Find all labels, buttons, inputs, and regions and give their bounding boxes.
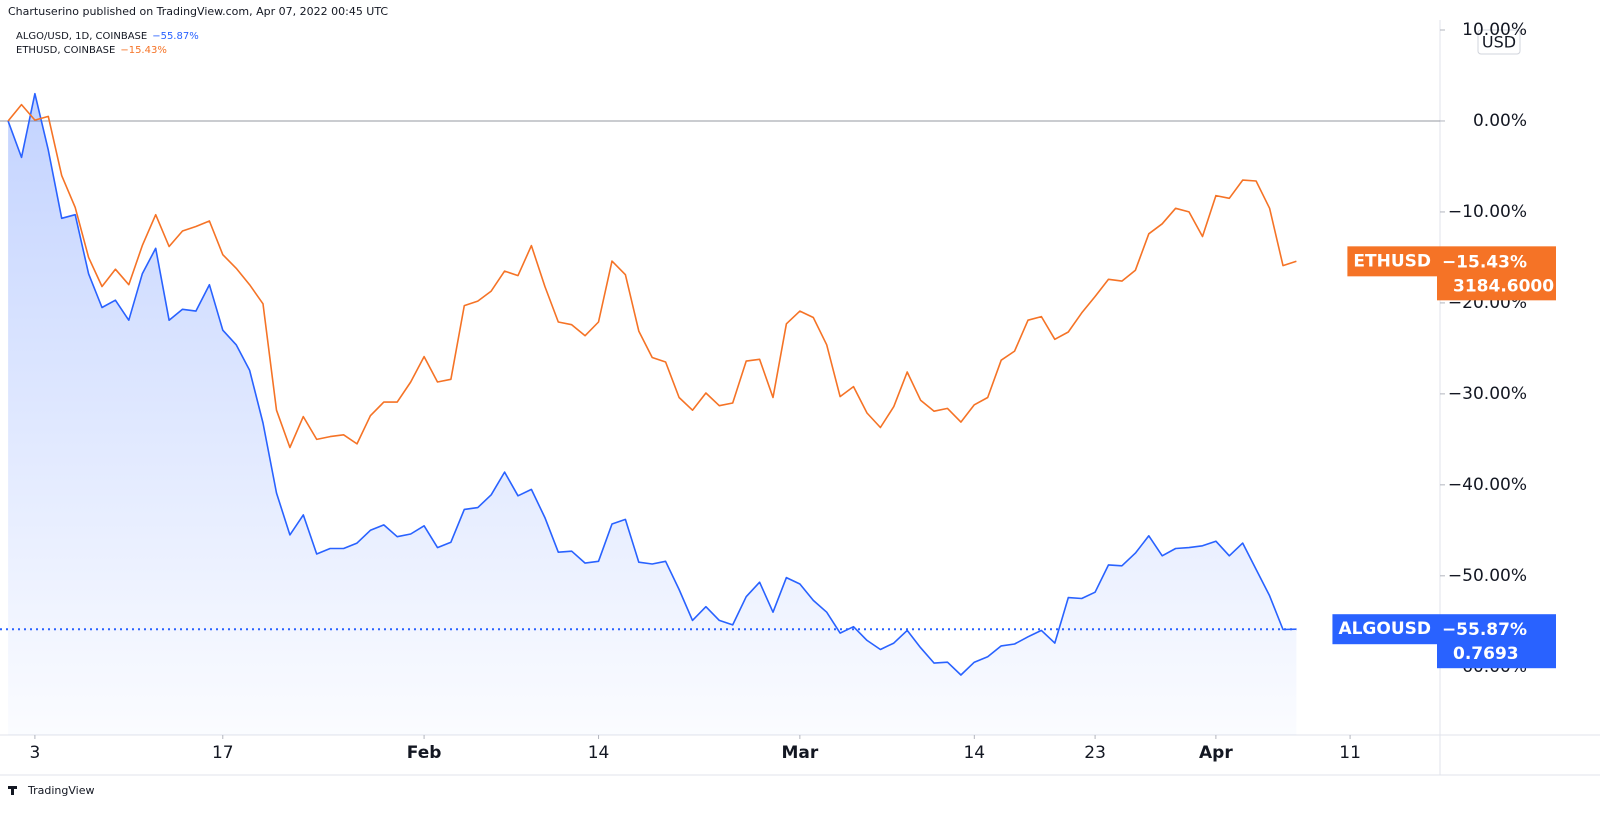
last-change: −15.43% — [1442, 252, 1527, 272]
x-tick-label: 14 — [963, 743, 985, 763]
series-badge: ETHUSD — [1353, 251, 1431, 271]
line — [7, 103, 1297, 449]
series-badge-box — [1347, 246, 1437, 277]
x-tick-label: 14 — [588, 743, 610, 763]
x-tick-label: Mar — [781, 743, 818, 763]
logo — [8, 786, 17, 795]
legend-change: −15.43% — [120, 45, 167, 56]
x-tick-label: Apr — [1199, 743, 1233, 763]
y-tick-label: −10.00% — [1448, 202, 1527, 222]
last-price: 3184.6000 — [1453, 276, 1554, 296]
x-tick-label: 3 — [29, 743, 40, 763]
area — [8, 93, 1297, 735]
y-tick-label: −30.00% — [1448, 384, 1527, 404]
y-tick-label: −40.00% — [1448, 475, 1527, 495]
series-badge: ALGOUSD — [1338, 619, 1431, 639]
last-value-box — [1437, 246, 1556, 301]
last-change: −55.87% — [1442, 620, 1527, 640]
currency: USD — [1482, 33, 1516, 52]
legend-change: −55.87% — [152, 31, 199, 42]
y-tick-label: 0.00% — [1473, 111, 1527, 131]
x-tick-label: 17 — [212, 743, 234, 763]
footer-brand: TradingView — [27, 784, 94, 797]
legend-name: ETHUSD, COINBASE — [16, 45, 115, 56]
legend-name: ALGO/USD, 1D, COINBASE — [16, 31, 147, 42]
currency-box — [1477, 29, 1521, 55]
line — [7, 92, 1297, 676]
y-tick-label: −50.00% — [1448, 566, 1527, 586]
last-value-box — [1437, 614, 1556, 669]
x-tick-label: Feb — [407, 743, 442, 763]
x-tick-label: 11 — [1339, 743, 1361, 763]
publisher-note: Chartuserino published on TradingView.co… — [8, 5, 388, 18]
series-badge-box — [1332, 614, 1437, 645]
x-tick-label: 23 — [1084, 743, 1106, 763]
last-price: 0.7693 — [1453, 644, 1519, 664]
plot — [0, 92, 1440, 735]
y-tick-label: 10.00% — [1462, 20, 1527, 40]
legend: ALGO/USD, 1D, COINBASE −55.87% ETHUSD, COI… — [16, 31, 199, 56]
